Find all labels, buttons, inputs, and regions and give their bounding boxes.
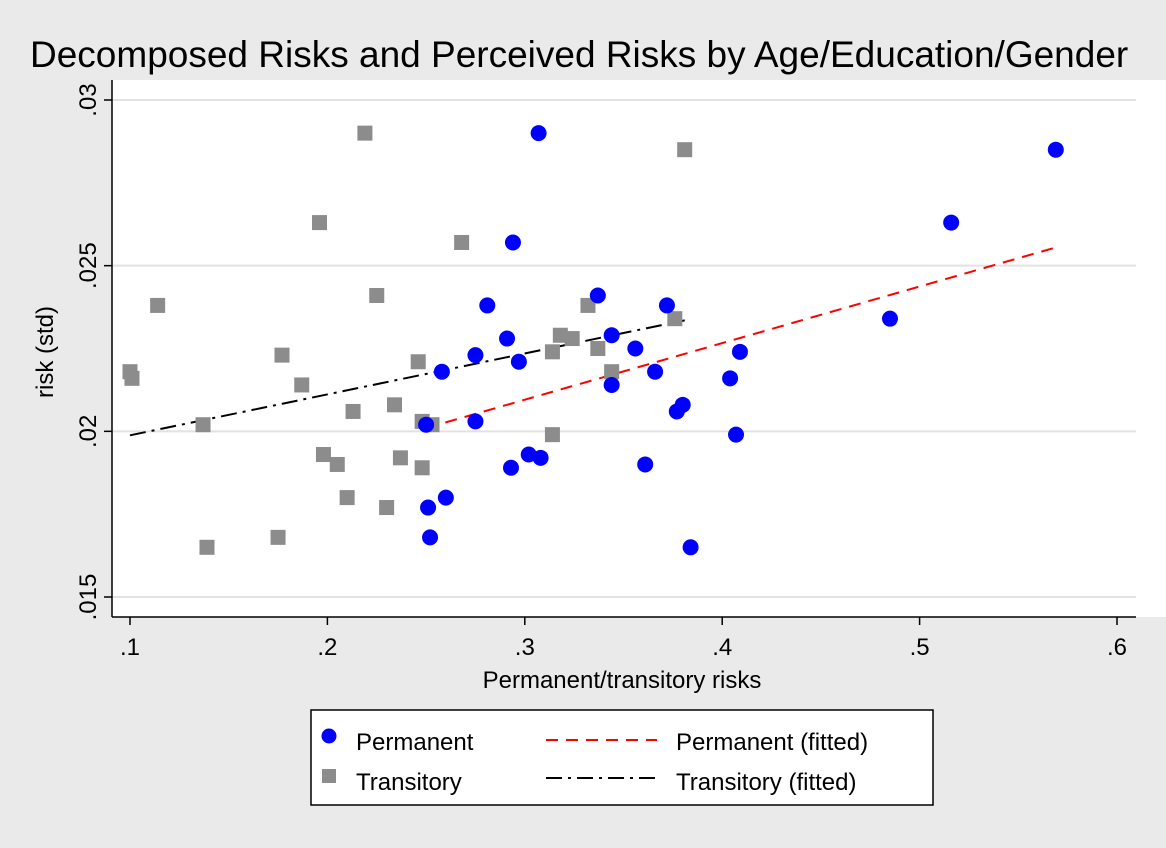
x-tick-label: .2 [317,634,337,661]
transitory-point [604,364,620,380]
legend-transitory-fitted-label: Transitory (fitted) [676,769,856,796]
fitted-lines [129,246,1057,437]
permanent-point [603,327,620,344]
x-tick-label: .3 [515,634,535,661]
x-axis-label: Permanent/transitory risks [483,667,762,694]
legend-transitory-marker [322,769,336,783]
transitory-point [379,500,395,516]
permanent-point [1047,141,1064,158]
permanent-point [418,416,435,433]
x-axis-ticks: .1 .2 .3 .4 .5 .6 [120,617,1127,661]
transitory-point [414,460,430,476]
permanent-point [731,343,748,360]
gridlines [112,99,1136,598]
y-tick-label: .025 [75,242,102,289]
permanent-point [881,310,898,327]
x-tick-label: .6 [1107,634,1127,661]
transitory-point [199,539,215,555]
transitory-point [270,529,286,545]
transitory-point [410,354,426,370]
transitory-point [564,331,580,347]
transitory-point [590,341,606,356]
fitted-line-permanent-fitted [425,246,1057,429]
transitory-point [677,142,693,158]
transitory-point [329,456,345,472]
permanent-point [589,287,606,304]
permanent-point [637,456,654,473]
x-tick-label: .5 [910,634,930,661]
permanent-point [532,449,549,466]
permanent-point [502,459,519,476]
transitory-point [392,450,408,466]
permanent-point [627,340,644,357]
transitory-point [195,417,211,433]
permanent-point [603,376,620,393]
permanent-point [647,363,664,380]
transitory-point [124,370,140,386]
transitory-point [552,327,568,343]
transitory-point [315,447,331,463]
legend-box [310,709,934,806]
permanent-point [668,403,685,420]
fitted-line-transitory-fitted [129,319,685,437]
y-tick-label: .02 [75,415,102,448]
y-axis-ticks: .015 .02 .025 .03 [75,83,112,620]
transitory-point [667,311,683,327]
permanent-point [467,413,484,430]
transitory-point [369,287,385,303]
x-tick-label: .4 [712,634,732,661]
transitory-point [387,397,403,413]
transitory-point [312,215,328,231]
legend: Permanent Transitory Permanent (fitted) Tra… [310,709,934,806]
permanent-point [479,297,496,314]
legend-permanent-marker [321,728,337,744]
transitory-point [454,234,470,250]
permanent-point [530,125,547,142]
transitory-point [345,403,361,419]
permanent-point [682,539,699,556]
permanent-point [722,370,739,387]
transitory-point [544,427,560,443]
transitory-point [544,344,560,360]
legend-permanent-label: Permanent [356,729,474,756]
transitory-point [294,377,310,393]
transitory-point [150,297,166,313]
legend-transitory-label: Transitory [356,769,462,796]
permanent-point [504,234,521,251]
permanent-point [437,489,454,506]
permanent-point [467,347,484,364]
transitory-point [357,125,373,141]
permanent-point [433,363,450,380]
transitory-point [339,490,355,506]
y-axis-label: risk (std) [32,306,59,398]
permanent-point [422,529,439,546]
permanent-point [943,214,960,231]
transitory-point [274,347,290,363]
y-tick-label: .015 [75,574,102,621]
permanent-point [420,499,437,516]
permanent-point [510,353,527,370]
data-points [122,125,1064,556]
permanent-point [728,426,745,443]
y-tick-label: .03 [75,83,102,116]
permanent-point [499,330,516,347]
chart-title: Decomposed Risks and Perceived Risks by … [30,34,1128,75]
x-tick-label: .1 [120,634,140,661]
legend-permanent-fitted-label: Permanent (fitted) [676,729,868,756]
permanent-point [658,297,675,314]
transitory-point [580,297,596,313]
